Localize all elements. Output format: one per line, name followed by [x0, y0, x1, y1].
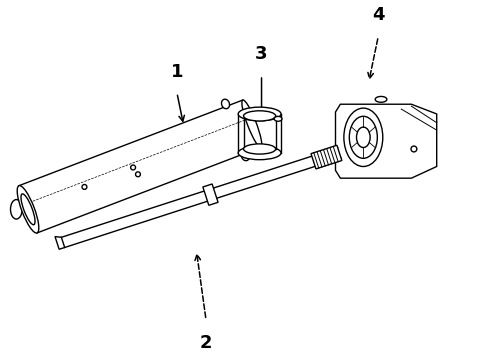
Text: 1: 1: [171, 63, 183, 81]
Polygon shape: [311, 145, 342, 169]
Ellipse shape: [238, 146, 281, 160]
Ellipse shape: [10, 199, 22, 219]
Ellipse shape: [82, 185, 87, 189]
Ellipse shape: [136, 172, 141, 177]
Ellipse shape: [349, 116, 377, 158]
Text: 4: 4: [372, 6, 385, 24]
Ellipse shape: [274, 116, 282, 121]
Ellipse shape: [21, 194, 35, 225]
Ellipse shape: [242, 100, 262, 147]
Ellipse shape: [344, 108, 383, 167]
Text: 3: 3: [255, 45, 268, 63]
Ellipse shape: [357, 127, 370, 148]
Ellipse shape: [375, 96, 387, 102]
Ellipse shape: [221, 99, 229, 109]
Ellipse shape: [411, 146, 417, 152]
Ellipse shape: [131, 165, 136, 170]
Polygon shape: [336, 104, 437, 178]
Ellipse shape: [238, 107, 281, 121]
Ellipse shape: [244, 111, 276, 121]
Text: 2: 2: [200, 334, 212, 352]
Ellipse shape: [244, 144, 276, 154]
Ellipse shape: [242, 151, 249, 161]
Ellipse shape: [17, 185, 39, 233]
Polygon shape: [19, 100, 261, 233]
Polygon shape: [55, 237, 65, 249]
Polygon shape: [203, 184, 218, 205]
Polygon shape: [61, 148, 341, 247]
